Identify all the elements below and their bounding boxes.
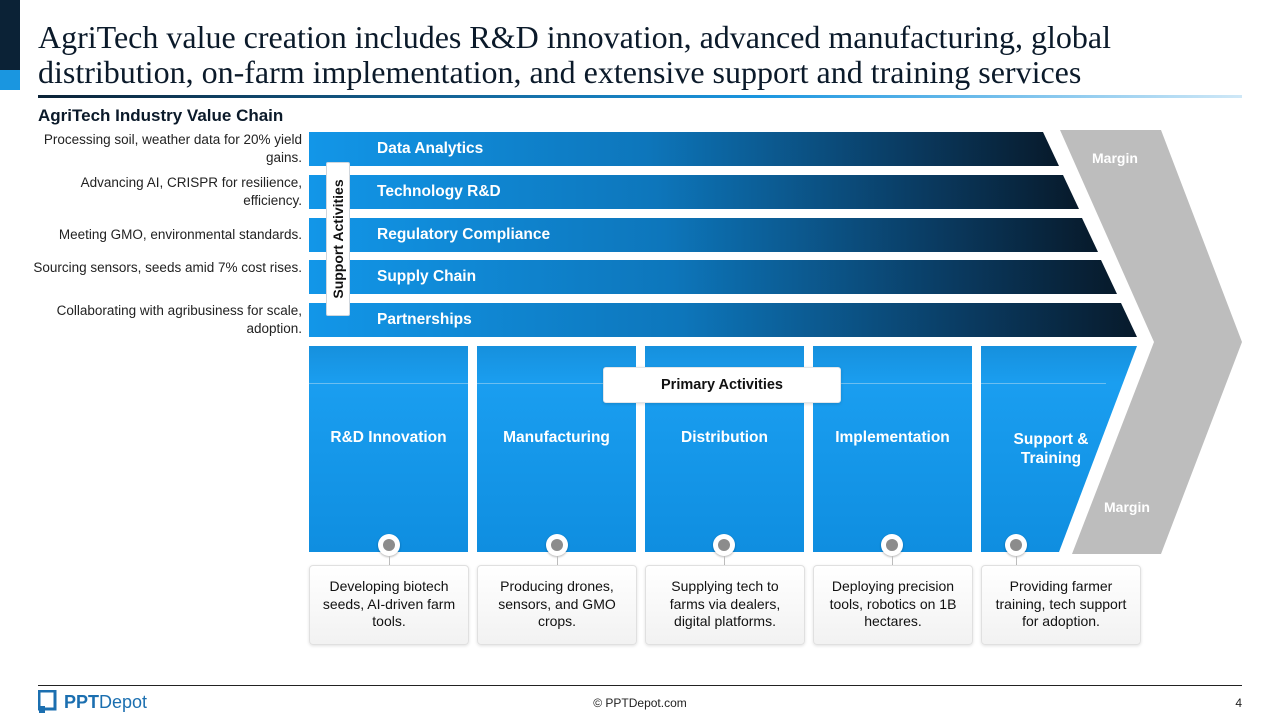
pin-stem [557, 556, 558, 566]
primary-description-text: Producing drones, sensors, and GMO crops… [498, 578, 616, 629]
primary-column-label-line-2: Training [1020, 450, 1082, 467]
pin-dot [383, 539, 395, 551]
support-band-supply-chain: Supply Chain [309, 260, 1117, 294]
primary-column-label: Distribution [681, 429, 768, 446]
pin-icon [546, 534, 568, 556]
margin-chevron-shape [1060, 130, 1242, 554]
section-title: AgriTech Industry Value Chain [38, 106, 284, 125]
title-divider [38, 95, 1242, 98]
logo-icon [38, 690, 57, 713]
support-description-technology-rd: Advancing AI, CRISPR for resilience, eff… [80, 175, 302, 208]
primary-description-card-manufacturing: Producing drones, sensors, and GMO crops… [477, 565, 637, 645]
support-band-label: Partnerships [377, 311, 472, 328]
pin-stem [724, 556, 725, 566]
corner-accent-dark [0, 0, 20, 70]
column-divider-line [309, 383, 468, 384]
logo-text: PPTDepot [64, 692, 147, 713]
support-band-partnerships: Partnerships [309, 303, 1137, 337]
primary-description-text: Deploying precision tools, robotics on 1… [829, 578, 957, 629]
primary-column-rd-innovation: R&D Innovation [309, 346, 468, 552]
support-description-partnerships: Collaborating with agribusiness for scal… [56, 303, 302, 336]
column-divider-line [477, 383, 636, 384]
pin-stem [892, 556, 893, 566]
pin-dot [886, 539, 898, 551]
primary-column-label: Support & Training [981, 430, 1137, 468]
primary-column-label-line-1: Support & [1013, 431, 1089, 448]
primary-description-card-distribution: Supplying tech to farms via dealers, dig… [645, 565, 805, 645]
primary-description-card-implementation: Deploying precision tools, robotics on 1… [813, 565, 973, 645]
support-band-data-analytics: Data Analytics [309, 132, 1059, 166]
footer-divider [38, 685, 1242, 686]
primary-column-label: Manufacturing [503, 429, 610, 446]
support-activities: Data Analytics Technology R&D Regulatory… [309, 130, 1155, 340]
pin-stem [389, 556, 390, 566]
margin-chevron [1060, 130, 1242, 554]
pin-dot [551, 539, 563, 551]
support-band-label: Supply Chain [377, 268, 477, 285]
primary-description-text: Providing farmer training, tech support … [995, 578, 1127, 629]
support-description-data-analytics: Processing soil, weather data for 20% yi… [43, 132, 302, 165]
pin-dot [718, 539, 730, 551]
pin-icon [378, 534, 400, 556]
pin-icon [713, 534, 735, 556]
pin-dot [1010, 539, 1022, 551]
column-divider-line [813, 383, 972, 384]
pin-stem [1016, 556, 1017, 566]
primary-activities-label: Primary Activities [603, 367, 841, 403]
support-description-regulatory-compliance: Meeting GMO, environmental standards. [58, 227, 302, 242]
pin-icon [1005, 534, 1027, 556]
primary-description-card-rd-innovation: Developing biotech seeds, AI-driven farm… [309, 565, 469, 645]
corner-accent-blue [0, 70, 20, 90]
primary-description-text: Developing biotech seeds, AI-driven farm… [322, 578, 456, 629]
support-band-label: Regulatory Compliance [377, 226, 551, 243]
margin-label-bottom: Margin [1104, 499, 1150, 515]
support-activities-tab: Support Activities [326, 162, 350, 316]
support-band-regulatory-compliance: Regulatory Compliance [309, 218, 1098, 252]
column-divider-line [981, 383, 1106, 384]
copyright-text: © PPTDepot.com [593, 696, 687, 710]
page-number: 4 [1235, 696, 1242, 710]
support-band-label: Technology R&D [377, 183, 501, 200]
primary-description-text: Supplying tech to farms via dealers, dig… [669, 578, 781, 629]
pptdepot-logo: PPTDepot [38, 689, 198, 717]
pin-icon [881, 534, 903, 556]
page-title: AgriTech value creation includes R&D inn… [38, 19, 1111, 90]
logo-text-rest: Depot [99, 692, 148, 712]
support-activities-label: Support Activities [330, 179, 346, 299]
margin-label-top: Margin [1092, 150, 1138, 166]
primary-column-label: Implementation [835, 429, 950, 446]
support-band-technology-rd: Technology R&D [309, 175, 1079, 209]
support-band-label: Data Analytics [377, 140, 484, 157]
primary-description-card-support-training: Providing farmer training, tech support … [981, 565, 1141, 645]
support-description-supply-chain: Sourcing sensors, seeds amid 7% cost ris… [33, 260, 302, 275]
primary-column-label: R&D Innovation [330, 429, 447, 446]
logo-text-bold: PPT [64, 692, 100, 712]
